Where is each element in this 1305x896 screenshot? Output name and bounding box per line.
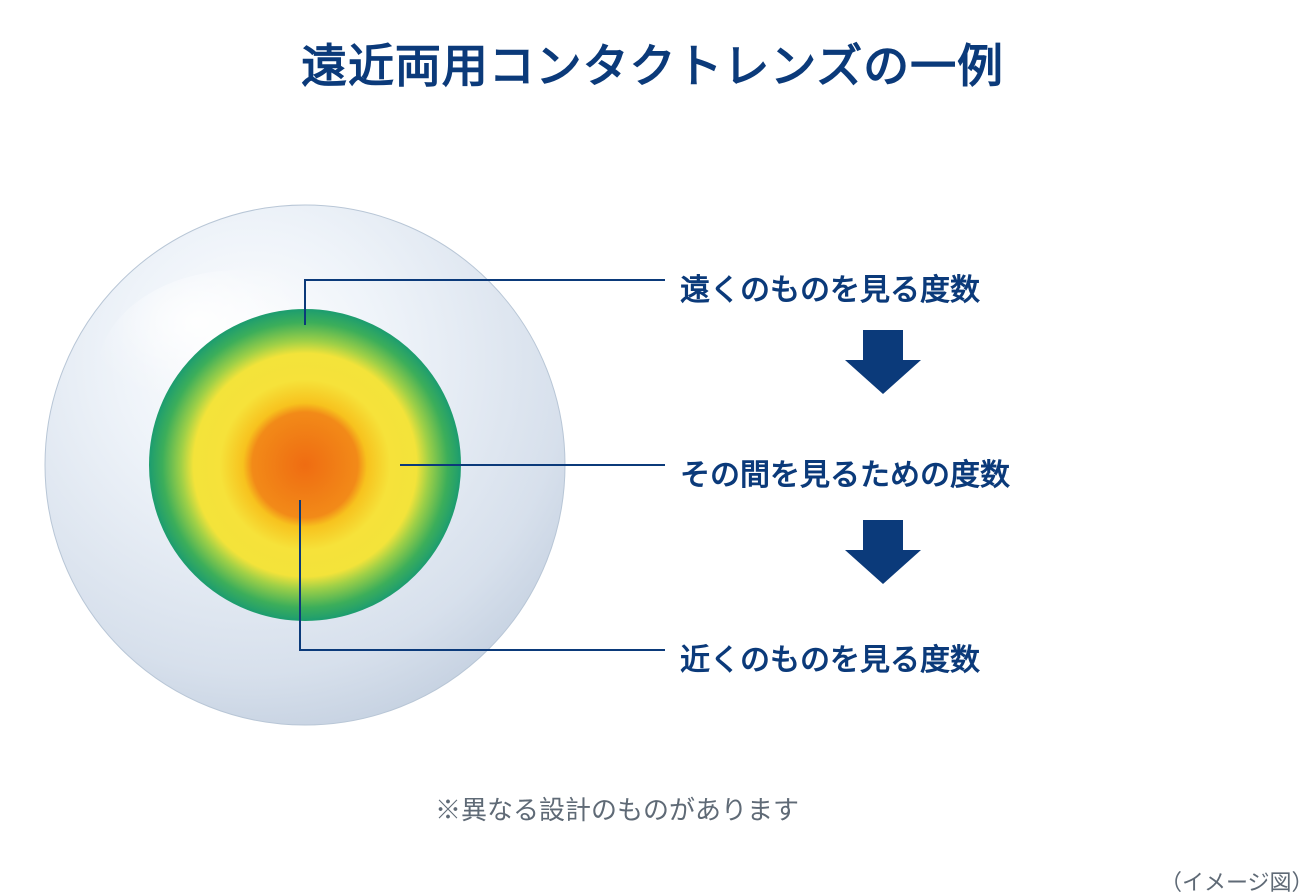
lens-diagram <box>0 0 1305 896</box>
lens-highlight <box>97 270 383 478</box>
leader-lines <box>300 280 665 650</box>
image-caption: （イメージ図） <box>1160 865 1305 896</box>
label-near-vision: 近くのものを見る度数 <box>680 635 980 679</box>
down-arrow-icon <box>845 330 921 394</box>
lens-outer-circle <box>45 205 565 725</box>
arrow-head-icon <box>845 360 921 394</box>
lens-rings-outline <box>150 310 460 620</box>
down-arrow-icon <box>845 520 921 584</box>
arrow-shaft <box>863 330 903 360</box>
page-title: 遠近両用コンタクトレンズの一例 <box>0 30 1305 96</box>
label-far-vision: 遠くのものを見る度数 <box>680 265 980 309</box>
arrow-head-icon <box>845 550 921 584</box>
design-footnote: ※異なる設計のものがあります <box>435 790 799 827</box>
label-mid-vision: その間を見るための度数 <box>680 450 1010 494</box>
lens-color-rings <box>150 310 460 620</box>
arrow-shaft <box>863 520 903 550</box>
